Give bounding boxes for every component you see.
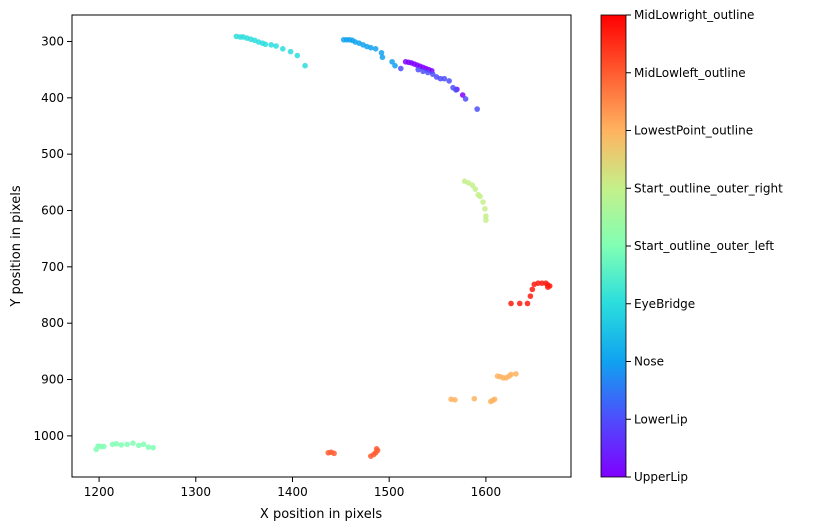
point-Start_outline_outer_left-8 <box>130 440 136 446</box>
point-Start_outline_outer_right-7 <box>482 206 488 212</box>
data-points <box>93 33 553 459</box>
colorbar-label: LowestPoint_outline <box>634 124 753 138</box>
y-tick-label: 400 <box>41 91 64 105</box>
x-tick-label: 1500 <box>374 485 405 499</box>
point-MidLowright_outline-4 <box>529 286 536 293</box>
point-Nose-13 <box>392 62 398 69</box>
point-MidLowright_outline-3 <box>527 293 534 299</box>
point-Start_outline_outer_left-9 <box>135 442 142 449</box>
y-axis-ticks: 300 400 500 600 700 800 900 1000 <box>33 34 72 443</box>
colorbar-label: Nose <box>634 355 664 369</box>
colorbar-label: EyeBridge <box>634 297 695 311</box>
point-Start_outline_outer_left-3 <box>101 443 107 450</box>
point-EyeBridge-8 <box>262 41 269 48</box>
point-LowestPoint_outline-12 <box>513 371 519 377</box>
point-Start_outline_outer_left-11 <box>145 444 152 450</box>
point-Start_outline_outer_left-7 <box>124 441 130 448</box>
colorbar-label: Start_outline_outer_left <box>634 239 774 253</box>
x-tick-label: 1600 <box>471 485 502 499</box>
point-Start_outline_outer_right-2 <box>469 182 476 188</box>
point-LowerLip-6 <box>441 75 448 82</box>
point-LowerLip-9 <box>453 87 459 93</box>
colorbar-label: UpperLip <box>634 470 688 484</box>
point-MidLowright_outline-1 <box>516 300 523 307</box>
point-LowerLip-0 <box>415 66 422 73</box>
point-Start_outline_outer_left-12 <box>150 444 157 451</box>
point-Start_outline_outer_left-5 <box>113 440 120 447</box>
point-EyeBridge-12 <box>287 48 294 55</box>
point-EyeBridge-10 <box>273 43 279 49</box>
point-EyeBridge-14 <box>302 62 308 69</box>
x-axis-label: X position in pixels <box>260 507 382 522</box>
point-LowerLip-7 <box>446 78 452 84</box>
point-Nose-9 <box>372 46 379 52</box>
x-tick-label: 1400 <box>277 485 308 499</box>
point-EyeBridge-9 <box>268 42 275 48</box>
point-EyeBridge-11 <box>280 46 286 52</box>
point-LowerLip-10 <box>462 96 469 102</box>
point-UpperLip-11 <box>459 92 466 98</box>
y-tick-label: 600 <box>41 204 64 218</box>
point-Start_outline_outer_right-5 <box>477 193 483 200</box>
x-tick-label: 1200 <box>84 485 115 499</box>
colorbar <box>600 14 627 478</box>
point-MidLowright_outline-0 <box>508 300 514 307</box>
point-LowestPoint_outline-11 <box>508 371 514 378</box>
y-axis-label: Y position in pixels <box>9 185 24 307</box>
point-Start_outline_outer_right-9 <box>483 217 489 223</box>
point-EyeBridge-13 <box>294 52 301 59</box>
y-tick-label: 700 <box>41 260 64 274</box>
y-tick-label: 900 <box>41 373 64 387</box>
point-LowerLip-2 <box>425 69 431 76</box>
point-LowerLip-12 <box>397 65 404 72</box>
colorbar-label: Start_outline_outer_right <box>634 181 783 195</box>
point-MidLowright_outline-7 <box>539 280 545 286</box>
point-LowerLip-3 <box>429 71 436 77</box>
point-Nose-8 <box>368 44 374 51</box>
point-Nose-10 <box>378 49 385 56</box>
point-Nose-11 <box>379 54 386 61</box>
point-MidLowright_outline-11 <box>544 284 551 290</box>
x-axis-ticks: 1200 1300 1400 1500 1600 <box>84 477 501 499</box>
colorbar-labels: UpperLip LowerLip Nose EyeBridge Start_outli… <box>626 8 783 484</box>
point-Nose-12 <box>389 58 395 65</box>
point-LowestPoint_outline-5 <box>491 396 498 403</box>
point-Start_outline_outer_left-6 <box>118 442 125 448</box>
colorbar-label: LowerLip <box>634 412 688 426</box>
point-LowestPoint_outline-1 <box>452 397 458 403</box>
point-MidLowright_outline-6 <box>535 280 541 286</box>
colorbar-label: MidLowleft_outline <box>634 66 746 80</box>
point-MidLowleft_outline-2 <box>331 450 337 457</box>
point-Start_outline_outer_right-6 <box>480 199 486 205</box>
point-MidLowright_outline-2 <box>524 300 531 307</box>
point-Start_outline_outer_right-8 <box>483 213 489 219</box>
y-tick-label: 800 <box>41 316 64 330</box>
y-tick-label: 1000 <box>33 429 64 443</box>
y-tick-label: 300 <box>41 34 64 48</box>
colorbar-label: MidLowright_outline <box>634 8 754 22</box>
point-LowerLip-5 <box>437 75 444 82</box>
point-Start_outline_outer_right-3 <box>472 186 479 192</box>
point-MidLowleft_outline-7 <box>373 446 380 452</box>
point-LowerLip-1 <box>420 68 426 75</box>
point-LowestPoint_outline-2 <box>471 395 478 402</box>
point-LowerLip-11 <box>474 106 480 112</box>
x-tick-label: 1300 <box>181 485 212 499</box>
plot-frame <box>71 14 572 478</box>
y-tick-label: 500 <box>41 147 64 161</box>
point-Start_outline_outer_left-10 <box>140 441 147 448</box>
